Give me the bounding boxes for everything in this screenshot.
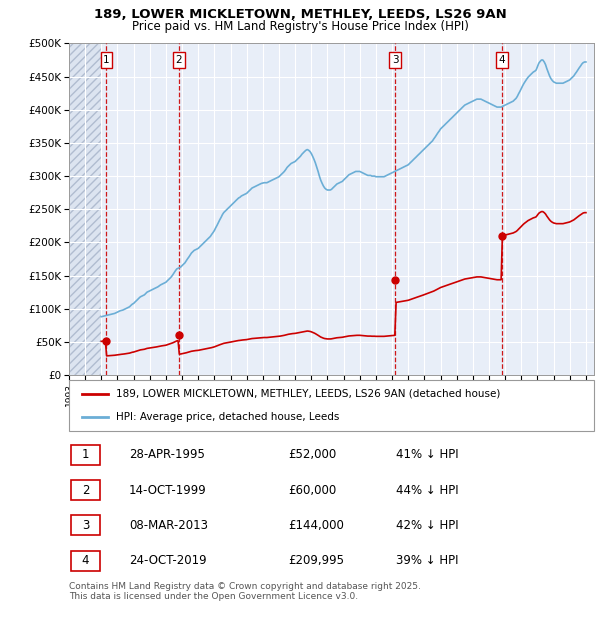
Text: 2: 2 xyxy=(82,484,89,497)
Text: 4: 4 xyxy=(82,554,89,567)
Text: 4: 4 xyxy=(499,55,505,65)
Text: 24-OCT-2019: 24-OCT-2019 xyxy=(129,554,206,567)
FancyBboxPatch shape xyxy=(69,380,594,431)
Text: 1: 1 xyxy=(103,55,110,65)
Text: 14-OCT-1999: 14-OCT-1999 xyxy=(129,484,207,497)
Text: 41% ↓ HPI: 41% ↓ HPI xyxy=(396,448,458,461)
Text: 1: 1 xyxy=(82,448,89,461)
Text: £144,000: £144,000 xyxy=(288,519,344,532)
Text: 44% ↓ HPI: 44% ↓ HPI xyxy=(396,484,458,497)
Text: £60,000: £60,000 xyxy=(288,484,336,497)
Text: Price paid vs. HM Land Registry's House Price Index (HPI): Price paid vs. HM Land Registry's House … xyxy=(131,20,469,33)
Text: 28-APR-1995: 28-APR-1995 xyxy=(129,448,205,461)
FancyBboxPatch shape xyxy=(71,445,100,465)
Text: 3: 3 xyxy=(392,55,398,65)
Text: £52,000: £52,000 xyxy=(288,448,336,461)
Text: Contains HM Land Registry data © Crown copyright and database right 2025.
This d: Contains HM Land Registry data © Crown c… xyxy=(69,582,421,601)
Text: HPI: Average price, detached house, Leeds: HPI: Average price, detached house, Leed… xyxy=(116,412,340,422)
FancyBboxPatch shape xyxy=(71,515,100,536)
Text: 189, LOWER MICKLETOWN, METHLEY, LEEDS, LS26 9AN: 189, LOWER MICKLETOWN, METHLEY, LEEDS, L… xyxy=(94,8,506,21)
FancyBboxPatch shape xyxy=(71,551,100,571)
Text: £209,995: £209,995 xyxy=(288,554,344,567)
FancyBboxPatch shape xyxy=(71,480,100,500)
Text: 189, LOWER MICKLETOWN, METHLEY, LEEDS, LS26 9AN (detached house): 189, LOWER MICKLETOWN, METHLEY, LEEDS, L… xyxy=(116,389,500,399)
Text: 2: 2 xyxy=(175,55,182,65)
Text: 08-MAR-2013: 08-MAR-2013 xyxy=(129,519,208,532)
Text: 42% ↓ HPI: 42% ↓ HPI xyxy=(396,519,458,532)
Text: 39% ↓ HPI: 39% ↓ HPI xyxy=(396,554,458,567)
Text: 3: 3 xyxy=(82,519,89,532)
